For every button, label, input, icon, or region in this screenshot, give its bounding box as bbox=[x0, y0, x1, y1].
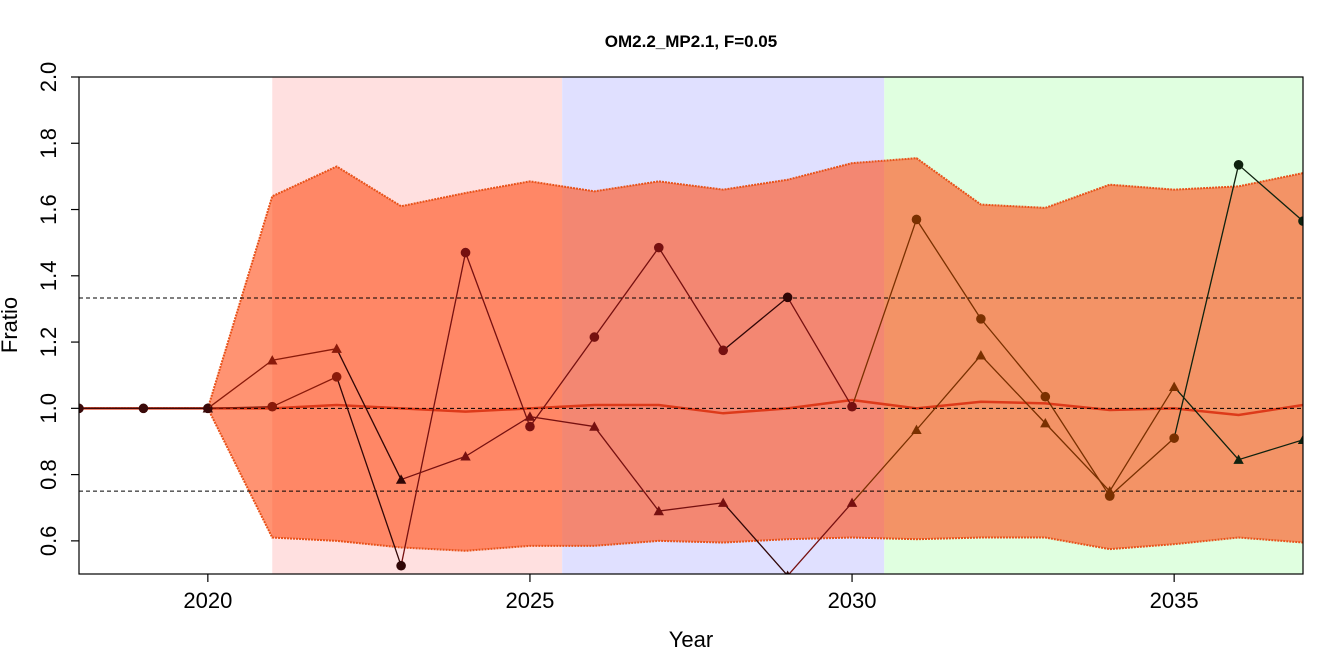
y-tick-label: 1.8 bbox=[36, 128, 61, 159]
series-1-segment bbox=[787, 297, 853, 408]
band-area bbox=[79, 158, 1303, 551]
series-1-segment bbox=[464, 252, 531, 427]
series-1-segment bbox=[915, 219, 982, 320]
series-2-segment bbox=[1109, 386, 1175, 492]
series-1-segment bbox=[851, 219, 918, 407]
series-2-point bbox=[785, 570, 790, 574]
series-2-segment bbox=[529, 415, 595, 428]
series-1-point bbox=[396, 560, 406, 571]
series-1-segment bbox=[271, 376, 337, 408]
series-1-point bbox=[718, 345, 729, 356]
plot-frame bbox=[78, 76, 1304, 575]
series-1-point bbox=[911, 214, 922, 225]
series-2-segment bbox=[465, 416, 531, 457]
series-2-point bbox=[1104, 485, 1115, 496]
series-1-segment bbox=[336, 376, 402, 566]
series-2-segment bbox=[1238, 439, 1303, 461]
series-1-point bbox=[976, 314, 986, 324]
series-2-point bbox=[202, 403, 214, 413]
series-2-point bbox=[1233, 454, 1244, 464]
y-tick-label: 0.6 bbox=[36, 526, 61, 557]
y-tick-label: 1.2 bbox=[36, 327, 61, 358]
series-1-point bbox=[782, 292, 793, 303]
series-2-segment bbox=[1044, 422, 1111, 492]
series-2-point bbox=[1297, 434, 1303, 444]
series-1-segment bbox=[980, 318, 1046, 398]
series-1-segment bbox=[658, 247, 724, 351]
series-2-segment bbox=[272, 348, 337, 361]
series-1 bbox=[79, 160, 1303, 571]
series-1-point bbox=[267, 401, 278, 412]
series-2-segment bbox=[658, 502, 724, 512]
series-1-point bbox=[653, 242, 664, 253]
series-2-segment bbox=[593, 426, 660, 512]
data-series bbox=[79, 160, 1303, 574]
y-tick-label: 2.0 bbox=[36, 62, 61, 93]
series-1-segment bbox=[1173, 164, 1240, 439]
axes: 2020 2025 2030 2035 0.6 0.8 1.0 1.2 1.4 1.6 1.8 2.0 bbox=[36, 62, 1304, 613]
series-1-segment bbox=[400, 252, 467, 566]
series-1-point bbox=[847, 401, 857, 412]
series-1-segment bbox=[529, 336, 595, 427]
series-2-point bbox=[718, 497, 729, 507]
series-2-point bbox=[911, 424, 922, 435]
series-2-point bbox=[460, 451, 471, 461]
series-2-point bbox=[1168, 381, 1180, 391]
series-1-point bbox=[79, 403, 84, 414]
series-2-segment bbox=[336, 348, 402, 480]
series-2-segment bbox=[722, 502, 788, 574]
series-2-point bbox=[1040, 418, 1051, 428]
y-tick-label: 1.6 bbox=[36, 194, 61, 225]
series-1-point bbox=[525, 421, 535, 432]
series-2-segment bbox=[1173, 386, 1240, 461]
y-tick-label: 0.8 bbox=[36, 459, 61, 490]
series-2-segment bbox=[207, 359, 273, 409]
series-1-point bbox=[1298, 216, 1303, 226]
series-1-point bbox=[589, 332, 600, 342]
y-tick-label: 1.4 bbox=[36, 261, 61, 292]
series-1-point bbox=[138, 403, 149, 414]
series-2 bbox=[202, 343, 1303, 574]
chart-title: OM2.2_MP2.1, F=0.05 bbox=[605, 32, 777, 51]
x-tick-label: 2025 bbox=[505, 588, 554, 613]
x-tick-label: 2035 bbox=[1150, 588, 1199, 613]
series-2-point bbox=[524, 411, 536, 421]
series-2-point bbox=[395, 474, 407, 484]
x-tick-label: 2030 bbox=[828, 588, 877, 613]
series-2-segment bbox=[915, 354, 982, 431]
series-2-segment bbox=[980, 354, 1046, 424]
series-2-point bbox=[589, 421, 600, 431]
series-1-segment bbox=[722, 296, 789, 351]
y-tick-label: 1.0 bbox=[36, 393, 61, 424]
band-lower-edge bbox=[79, 407, 1303, 552]
series-1-segment bbox=[207, 406, 273, 409]
x-tick-label: 2020 bbox=[183, 588, 232, 613]
x-axis-label: Year bbox=[669, 627, 713, 652]
series-1-segment bbox=[593, 247, 660, 338]
series-2-point bbox=[975, 350, 987, 360]
series-2-point bbox=[653, 505, 664, 516]
y-axis-label: Fratio bbox=[0, 297, 22, 353]
median-line bbox=[79, 398, 1303, 417]
series-2-point bbox=[267, 355, 278, 365]
series-1-point bbox=[1233, 160, 1244, 170]
series-2-segment bbox=[788, 502, 853, 574]
series-1-segment bbox=[1109, 437, 1175, 497]
series-2-point bbox=[331, 343, 342, 353]
series-2-point bbox=[846, 497, 858, 507]
series-1-point bbox=[460, 247, 471, 258]
series-1-point bbox=[1040, 391, 1051, 402]
confidence-band bbox=[79, 157, 1303, 552]
series-2-segment bbox=[851, 429, 917, 504]
series-1-point bbox=[331, 372, 342, 382]
series-1-point bbox=[1169, 433, 1179, 443]
series-1-segment bbox=[1238, 164, 1303, 222]
series-2-segment bbox=[400, 455, 466, 481]
